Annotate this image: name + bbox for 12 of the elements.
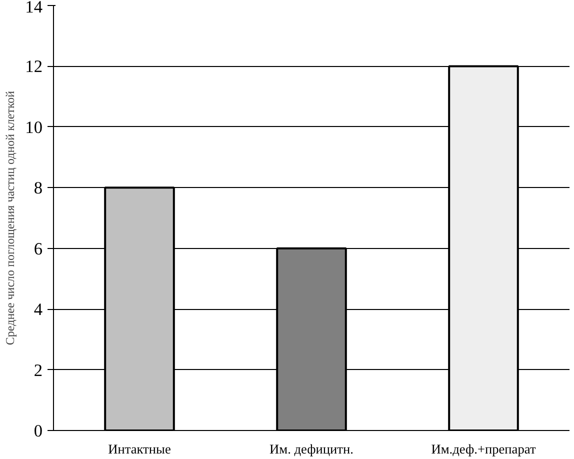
y-tick-label: 0 [34, 422, 43, 440]
x-tick-label: Им. дефицитн. [270, 442, 354, 456]
y-tick-label: 12 [25, 57, 42, 76]
y-tick-label: 8 [34, 178, 43, 198]
y-axis-title: Среднее число поглощения частиц одной клеткой [3, 90, 18, 346]
y-tick-label: 10 [25, 118, 42, 137]
y-tick-label: 2 [34, 360, 43, 380]
y-tick-label: 6 [34, 239, 43, 258]
x-tick-label: Интактные [108, 442, 171, 456]
y-tick-label: 14 [25, 0, 43, 16]
x-tick-label: Им.деф.+препарат [431, 442, 536, 456]
y-tick-label: 4 [34, 300, 43, 320]
